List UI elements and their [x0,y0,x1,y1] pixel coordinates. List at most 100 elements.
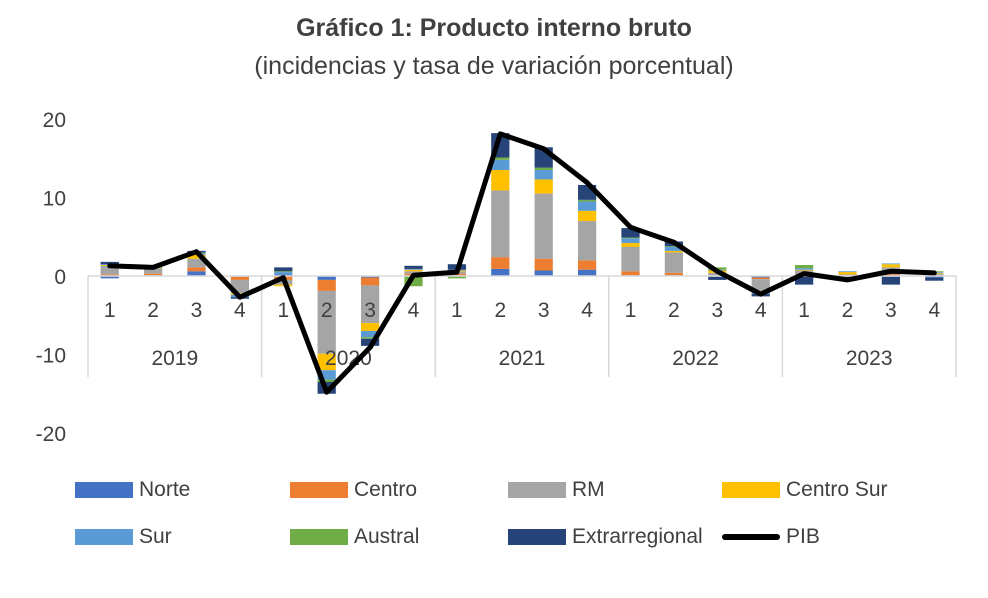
x-tick-label: 4 [408,299,420,322]
bar-sur [274,272,293,275]
chart-title: Gráfico 1: Producto interno bruto [296,14,692,42]
x-tick-label: 4 [581,299,593,322]
bar-norte [577,269,597,276]
legend-swatch-rm [508,482,566,498]
bar-sur [360,330,380,338]
bar-centro [317,279,336,291]
x-tick-label: 2 [321,299,333,322]
y-tick-label: -20 [36,423,66,446]
legend-label-rm: RM [572,478,605,501]
bar-austral [664,246,684,247]
bar-rm [491,190,510,258]
x-tick-label: 1 [104,299,116,322]
legend-item-austral: Austral [290,525,419,549]
bar-norte [360,276,380,278]
bar-rm [360,285,380,324]
bar-austral [621,237,640,239]
bar-rm [143,268,163,274]
bar-sur [881,263,901,265]
legend-item-sur: Sur [75,525,172,549]
bar-centro-sur [317,353,336,371]
bar-centro-sur [621,243,640,247]
bar-centro [230,276,250,280]
pib-line [107,131,937,395]
year-label: 2021 [499,347,546,370]
bar-sur [794,268,814,270]
bar-extrarregional [794,276,814,285]
bar-sur [664,246,684,251]
legend-item-norte: Norte [75,478,190,502]
bar-austral [404,276,423,287]
y-tick-label: 20 [43,109,66,132]
bar-centro-sur [794,269,814,271]
bar-extrarregional [621,228,640,238]
x-tick-label: 3 [538,299,550,322]
bar-norte [187,271,206,276]
bar-sur [621,238,640,244]
bar-rm [838,274,857,276]
legend-swatch-austral [290,529,348,545]
bar-extrarregional [274,267,293,272]
bar-centro [751,277,770,280]
bar-sur [317,370,336,380]
y-tick-label: 10 [43,188,66,211]
year-label: 2023 [846,347,893,370]
bar-rm [100,265,119,275]
x-tick-label: 2 [668,299,680,322]
legend-label-centro: Centro [354,478,418,501]
bar-centro [664,272,684,276]
x-tick-label: 2 [842,299,854,322]
bar-austral [794,265,814,269]
x-tick-label: 3 [885,299,897,322]
legend-swatch-centro [290,482,348,498]
x-tick-label: 1 [277,299,289,322]
bar-centro [621,271,640,276]
bar-austral [360,337,380,339]
bar-centro-sur [404,269,423,272]
bar-norte [491,268,510,276]
bar-rm [664,252,684,273]
legend-label-centro-sur: Centro Sur [786,478,888,501]
bar-centro-sur [881,264,901,268]
x-tick-label: 3 [711,299,723,322]
x-tick-label: 4 [928,299,940,322]
bar-centro [143,273,163,276]
bar-austral [491,157,510,160]
legend-swatch-centro-sur [722,482,780,498]
bar-sur [491,159,510,171]
legend-label-extrarregional: Extrarregional [572,525,703,548]
bar-norte [534,270,553,276]
bar-rm [187,258,206,268]
x-tick-label: 1 [625,299,637,322]
bar-rm [621,246,640,272]
bar-centro-sur [838,272,857,275]
bar-centro [491,257,510,269]
bar-sur [534,170,553,180]
bar-rm [404,271,423,274]
bar-austral [317,379,336,382]
bar-centro [100,274,119,276]
bar-extrarregional [925,277,944,281]
legend-swatch-sur [75,529,133,545]
legend-label-pib: PIB [786,525,820,548]
year-label: 2019 [151,347,198,370]
legend-item-extrarregional: Extrarregional [508,525,703,549]
legend-label-norte: Norte [139,478,191,501]
bar-rm [317,290,336,354]
legend-item-centro: Centro [290,478,417,502]
x-tick-label: 3 [191,299,203,322]
legend-item-centro-sur: Centro Sur [722,478,888,502]
legend-item-pib: PIB [722,525,820,549]
chart-plot-area: 20 10 0 -10 -20 1 2 3 4 1 2 3 4 1 2 3 4 1 2 3 4 1 2 3 4 2019 2020 2… [36,109,957,446]
legend-label-sur: Sur [139,525,172,548]
bar-norte [751,276,770,278]
year-label: 2022 [672,347,719,370]
bar-centro-sur [187,254,206,259]
x-tick-label: 1 [451,299,463,322]
bar-centro-sur [491,170,510,191]
year-label: 2020 [325,347,372,370]
bar-austral [534,167,553,171]
bar-rm [577,221,597,261]
bar-rm [534,193,553,259]
bar-extrarregional [360,338,380,346]
